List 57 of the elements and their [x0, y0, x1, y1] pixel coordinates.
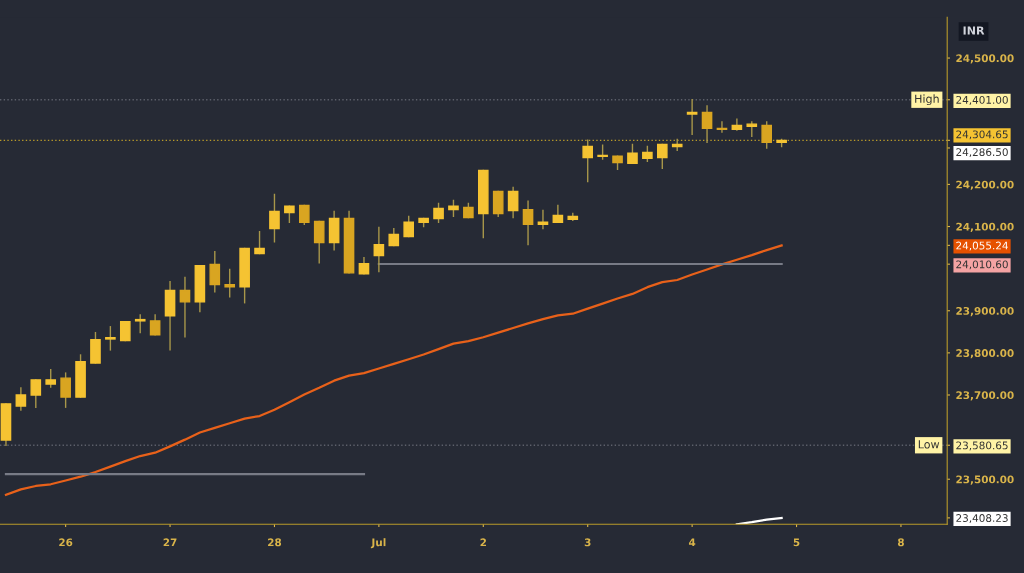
candlestick [119, 321, 131, 342]
candlestick [627, 143, 638, 165]
candlestick [179, 276, 191, 338]
y-tick-label: 23,408.23 [956, 514, 1008, 524]
y-tick-label: 24,401.00 [956, 95, 1008, 105]
ref-line-label: High [915, 94, 939, 106]
candlestick [149, 314, 161, 336]
text: INR [963, 26, 985, 35]
candlestick [105, 326, 116, 351]
y-tick-label: 24,286.50 [956, 148, 1008, 158]
candlestick [492, 190, 504, 218]
x-tick-label: 3 [584, 538, 591, 547]
y-tick-label: 23,900.00 [956, 306, 1014, 317]
y-tick-label: 24,200.00 [956, 180, 1014, 190]
y-tick-label: 23,700.00 [956, 391, 1014, 401]
candlestick [254, 230, 265, 255]
candlestick [403, 215, 415, 238]
candlestick [328, 210, 340, 251]
y-tick-label: 23,800.00 [956, 349, 1014, 359]
candlestick [30, 379, 42, 408]
x-tick-label: 5 [793, 538, 800, 547]
x-tick-label: Jul [370, 538, 386, 549]
candlestick [15, 387, 27, 411]
x-tick-label: 27 [163, 538, 177, 547]
x-tick-label: 28 [268, 538, 282, 547]
candlestick [224, 268, 236, 298]
candlestick [433, 202, 444, 224]
candlestick [373, 226, 385, 273]
candlestick [656, 143, 668, 170]
candlestick [701, 105, 713, 143]
y-tick-label: 24,010.60 [956, 260, 1008, 270]
y-tick-label: 24,055.24 [956, 241, 1008, 251]
y-tick-label: 23,580.65 [956, 441, 1008, 451]
candlestick [522, 200, 534, 246]
candlestick [507, 186, 519, 219]
candlestick [582, 139, 594, 183]
line-series [4, 244, 783, 496]
candlestick [298, 204, 310, 226]
y-tick-label: 24,100.00 [956, 222, 1014, 232]
candlestick [716, 121, 728, 133]
x-tick-label: 8 [897, 538, 904, 547]
x-tick-label: 26 [59, 538, 73, 547]
candlestick [90, 331, 101, 364]
y-tick-label: 24,304.65 [956, 130, 1008, 140]
candlestick [60, 372, 71, 408]
candlestick [313, 220, 325, 264]
ref-line-label: Low [918, 440, 940, 449]
line-series [735, 516, 783, 525]
candlestick [269, 193, 280, 243]
y-tick-label: 24,500.00 [956, 54, 1014, 64]
y-tick-label: 23,500.00 [956, 475, 1014, 485]
x-tick-label: 2 [480, 538, 487, 547]
candlestick [209, 251, 221, 293]
candlestick [686, 99, 698, 135]
candlestick [761, 121, 773, 149]
x-tick-label: 4 [688, 538, 696, 547]
candlestick [731, 118, 743, 131]
